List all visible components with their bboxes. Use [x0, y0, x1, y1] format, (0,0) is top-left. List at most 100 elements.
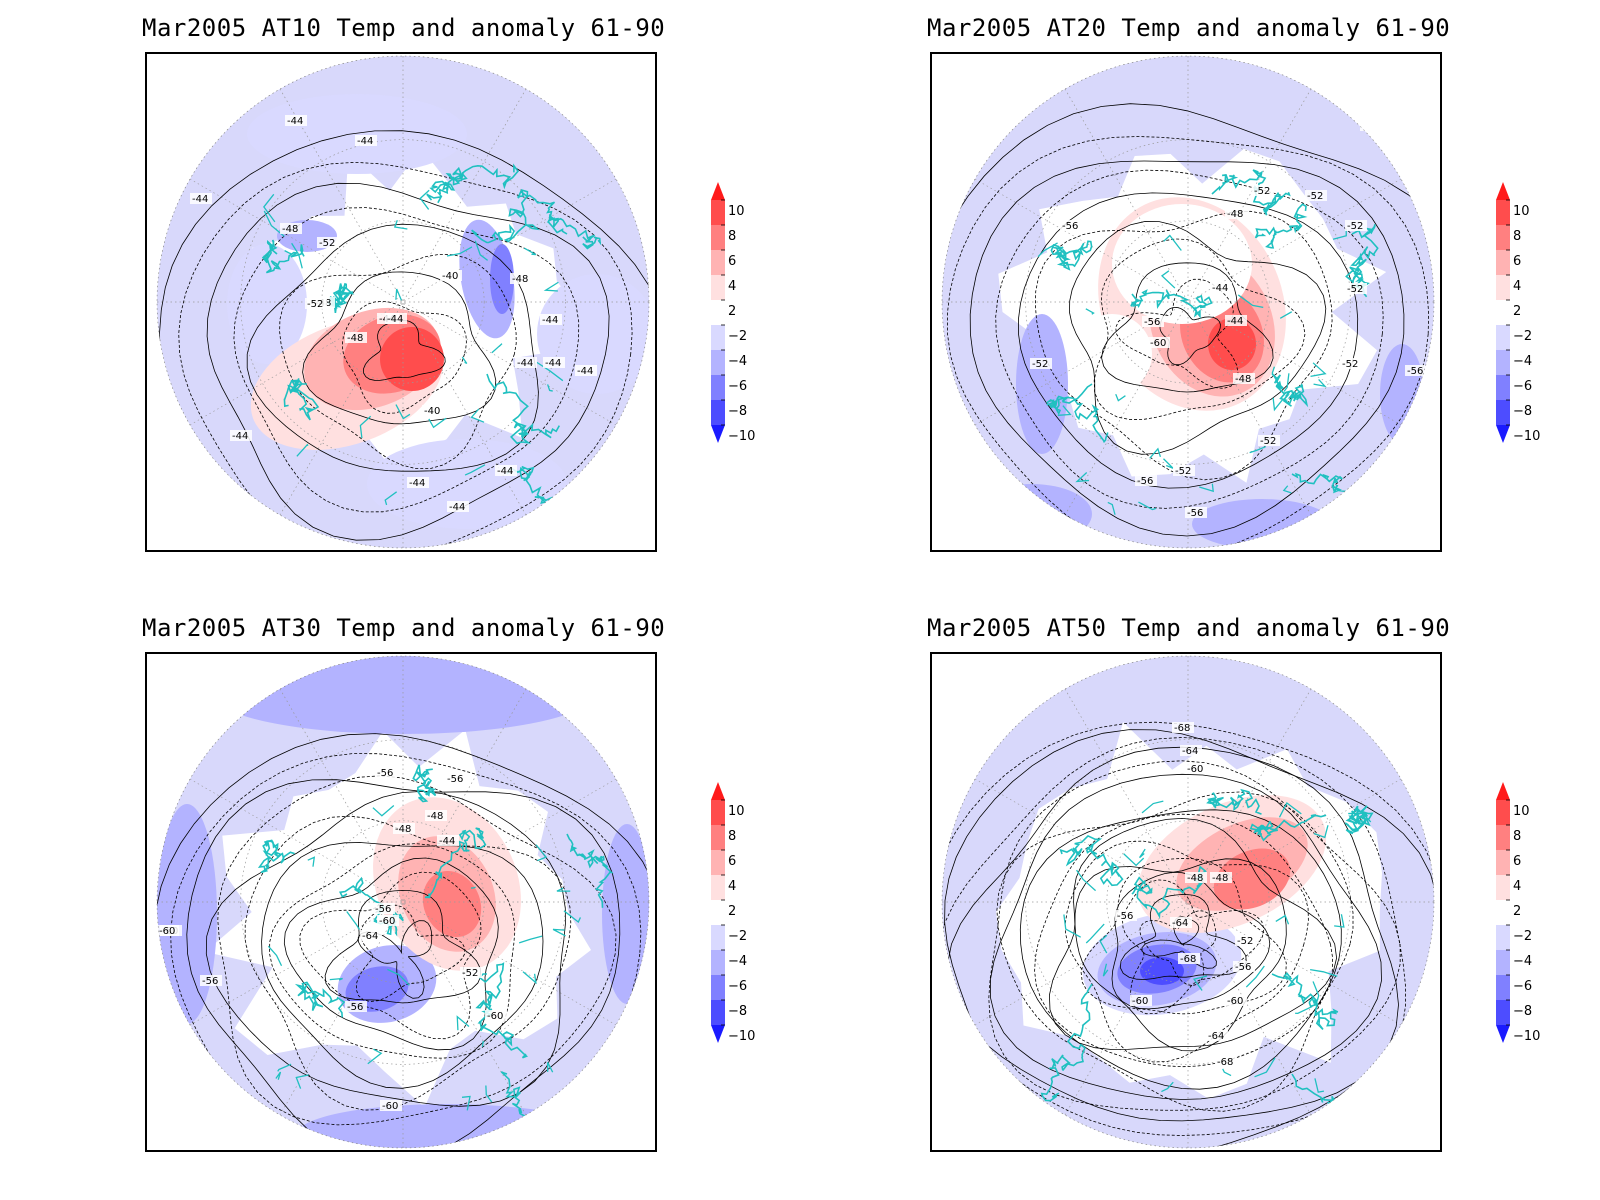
colorbar-label: −8	[1513, 1004, 1533, 1019]
contour-label: -60	[1132, 996, 1148, 1007]
colorbar-segment	[1496, 900, 1510, 925]
temperature-contour	[990, 773, 1382, 1100]
temperature-contour	[1111, 871, 1271, 1010]
hemisphere-outline	[941, 655, 1435, 1149]
temperature-contour	[1139, 910, 1217, 987]
contour-label: -52	[1402, 166, 1418, 177]
coastline	[261, 239, 305, 274]
colorbar-segment	[711, 375, 725, 400]
temperature-contour	[1048, 817, 1338, 1050]
country-boundary	[1037, 242, 1058, 258]
anomaly-shading	[972, 484, 1092, 544]
colorbar-segment	[1496, 950, 1510, 975]
colorbar-label: −6	[1513, 979, 1533, 994]
temperature-contour	[324, 889, 482, 1004]
country-boundary	[1312, 981, 1320, 1005]
polar-map: -56 -52 -52 -52 -48 -56 -44 -56 -60 -44 -48 -52 -52 -…	[941, 55, 1435, 549]
country-boundary	[1063, 914, 1081, 938]
colorbar-segment	[1496, 400, 1510, 425]
panel-title: Mar2005 AT10 Temp and anomaly 61-90	[142, 14, 666, 42]
meridian-line	[974, 178, 1402, 426]
contour-label: -60	[159, 926, 175, 937]
country-boundary	[461, 356, 468, 365]
colorbar-arrow-top	[711, 782, 725, 800]
contour-label: -68	[1217, 1057, 1233, 1068]
colorbar-segment	[711, 200, 725, 225]
colorbar-segment	[1496, 850, 1510, 875]
temperature-contour	[186, 779, 621, 1148]
country-boundary	[359, 415, 372, 439]
polar-map: -56-56-48-48-44-56-60-64-60-52-56-60-56-…	[156, 655, 650, 1149]
latitude-circle	[1025, 739, 1351, 1065]
contour-label: -56	[1187, 508, 1203, 519]
country-boundary	[461, 1095, 471, 1111]
contour-label: -48	[1212, 873, 1228, 884]
temperature-contour	[269, 843, 516, 1059]
latitude-circle	[1106, 220, 1270, 384]
colorbar: 10 8 6 4 2 −2 −4 −6 −8 −10	[1493, 780, 1563, 1060]
map-frame[interactable]: -68 -64 -60 -48 -48 -56 -64 -68 -52 -56 -60 -60 -64 -…	[930, 652, 1442, 1152]
meridian-line	[1064, 688, 1312, 1116]
contour-label: -44	[497, 466, 513, 477]
country-boundary	[296, 443, 309, 457]
colorbar-arrow-bottom	[711, 425, 725, 443]
anomaly-shading	[367, 439, 567, 529]
country-boundary	[1141, 800, 1164, 814]
panel-title: Mar2005 AT50 Temp and anomaly 61-90	[927, 614, 1451, 642]
country-boundary	[1107, 501, 1116, 515]
anomaly-shading	[1213, 848, 1291, 910]
colorbar-label: −4	[1513, 954, 1533, 969]
temperature-contour	[1093, 238, 1306, 421]
anomaly-shading	[1072, 314, 1152, 394]
coastline	[1345, 224, 1379, 298]
latitude-circle	[321, 820, 485, 984]
temperature-contour	[1064, 840, 1309, 1063]
country-boundary	[1314, 1078, 1325, 1093]
anomaly-shading	[247, 94, 467, 174]
contour-label: -52	[1237, 936, 1253, 947]
map-frame[interactable]: -56-56-48-48-44-56-60-64-60-52-56-60-56-…	[145, 652, 657, 1152]
coastline	[1271, 971, 1339, 1030]
country-boundary	[535, 844, 548, 862]
colorbar-label: 10	[1513, 804, 1530, 819]
country-boundary	[1192, 975, 1208, 991]
colorbar-svg	[711, 782, 725, 1043]
colorbar-label: −10	[1513, 429, 1541, 444]
country-boundary	[1283, 373, 1290, 392]
country-boundary	[387, 968, 410, 986]
map-frame[interactable]: -56 -52 -52 -52 -48 -56 -44 -56 -60 -44 -48 -52 -52 -…	[930, 52, 1442, 552]
colorbar-segment	[711, 900, 725, 925]
contour-label: -40	[424, 406, 440, 417]
temperature-contour	[988, 760, 1401, 1111]
country-boundary	[367, 1048, 383, 1065]
country-boundary	[1313, 378, 1327, 388]
contour-label: -64	[1172, 918, 1188, 929]
country-boundary	[563, 910, 582, 923]
contour-label: -64	[1182, 746, 1198, 757]
anomaly-shading	[1208, 318, 1256, 370]
coastline	[257, 839, 295, 874]
colorbar-segment	[1496, 800, 1510, 825]
contour-label: -64	[362, 931, 378, 942]
latitude-circle	[1106, 820, 1270, 984]
country-boundary	[428, 417, 447, 429]
anomaly-shading	[602, 824, 649, 1004]
colorbar-segment	[711, 875, 725, 900]
contour-label: -48	[1227, 209, 1243, 220]
coastline	[1050, 240, 1093, 271]
temperature-contour	[947, 136, 1430, 548]
colorbar-label: −4	[1513, 354, 1533, 369]
country-boundary	[1237, 294, 1264, 309]
temperature-contour	[279, 253, 517, 469]
temperature-contour	[233, 207, 580, 513]
contour-label: -52	[1032, 359, 1048, 370]
colorbar-svg	[1496, 182, 1510, 443]
country-boundary	[1271, 366, 1282, 389]
colorbar-segment	[711, 400, 725, 425]
colorbar-label: −8	[728, 1004, 748, 1019]
country-boundary	[329, 977, 343, 981]
map-frame[interactable]: -44-44-44-48-52-48-52-44-40-48-44-48-44-…	[145, 52, 657, 552]
country-boundary	[1199, 483, 1214, 493]
hemisphere-outline	[156, 55, 650, 549]
temperature-contour	[205, 790, 566, 1107]
